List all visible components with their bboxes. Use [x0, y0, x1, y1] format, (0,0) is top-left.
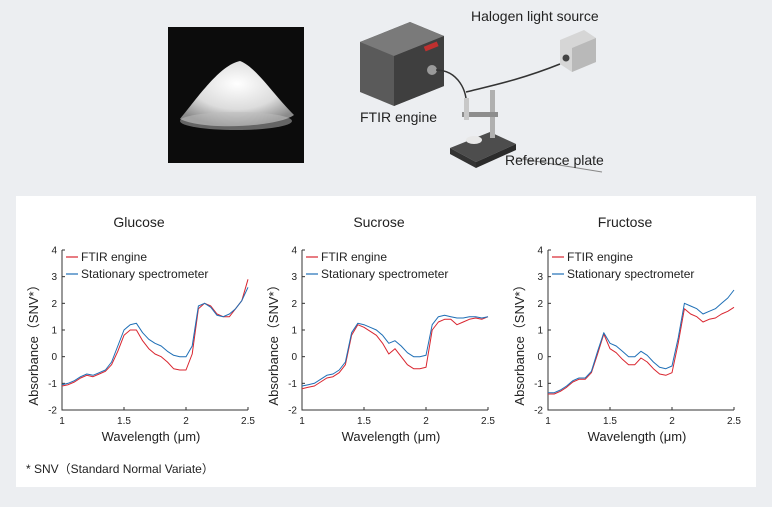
- y-tick-label: 4: [291, 246, 297, 257]
- y-tick-label: 2: [51, 299, 57, 310]
- y-tick-label: 1: [291, 326, 297, 337]
- series-line-ftir-engine: [301, 316, 489, 390]
- y-tick-label: -1: [288, 379, 297, 390]
- x-tick-label: 2.5: [481, 416, 495, 427]
- engine-label: FTIR engine: [360, 109, 438, 125]
- series-line-ftir-engine: [548, 306, 735, 395]
- y-tick-label: 0: [291, 352, 297, 363]
- y-tick-label: 0: [51, 352, 57, 363]
- chart-svg: Sucrose -2 -1 0 1 2 3 4 1 1.5 2 2.5 Wavelength (μm) A…: [266, 214, 495, 444]
- legend-label: FTIR engine: [321, 250, 387, 264]
- series-line-stationary-spectrometer: [548, 289, 735, 394]
- y-axis-label: Absorbance（SNV*）: [26, 278, 41, 405]
- reference-plate: [450, 132, 516, 162]
- sugar-powder-photo: [168, 27, 304, 163]
- spectra-panel: Glucose -2 -1 0 1 2 3 4 1 1.5 2 2.5 Wavelength (μm) A…: [16, 196, 756, 487]
- x-axis-label: Wavelength (μm): [342, 429, 441, 444]
- x-axis-label: Wavelength (μm): [588, 429, 687, 444]
- x-tick-label: 1.5: [357, 416, 371, 427]
- y-tick-label: 1: [537, 326, 543, 337]
- x-tick-label: 1.5: [117, 416, 131, 427]
- y-tick-label: 4: [537, 246, 543, 257]
- y-tick-label: 3: [291, 272, 297, 283]
- y-tick-label: 2: [291, 299, 297, 310]
- chart-glucose: Glucose -2 -1 0 1 2 3 4 1 1.5 2 2.5 Wavelength (μm) A…: [16, 196, 256, 487]
- chart-svg: Fructose -2 -1 0 1 2 3 4 1 1.5 2 2.5 Wavelength (μm)…: [512, 214, 741, 444]
- y-tick-label: -2: [288, 406, 297, 417]
- y-tick-label: 4: [51, 246, 57, 257]
- legend-label: FTIR engine: [567, 250, 633, 264]
- y-tick-label: -2: [48, 406, 57, 417]
- y-tick-label: -2: [534, 406, 543, 417]
- x-axis-label: Wavelength (μm): [102, 429, 201, 444]
- setup-illustration: Halogen light source FTIR engine Referen…: [0, 0, 772, 190]
- y-axis-label: Absorbance（SNV*）: [512, 278, 527, 405]
- y-tick-label: 3: [537, 272, 543, 283]
- y-tick-label: 3: [51, 272, 57, 283]
- x-tick-label: 2.5: [727, 416, 741, 427]
- chart-fructose: Fructose -2 -1 0 1 2 3 4 1 1.5 2 2.5 Wavelength (μm)…: [502, 196, 742, 487]
- y-axis-label: Absorbance（SNV*）: [266, 278, 281, 405]
- light-source-label: Halogen light source: [471, 8, 599, 24]
- measurement-setup: Halogen light source FTIR engine Referen…: [340, 0, 640, 190]
- x-tick-label: 1.5: [603, 416, 617, 427]
- x-tick-label: 2.5: [241, 416, 255, 427]
- series-line-stationary-spectrometer: [61, 287, 249, 386]
- chart-sucrose: Sucrose -2 -1 0 1 2 3 4 1 1.5 2 2.5 Wavelength (μm) A…: [256, 196, 496, 487]
- legend-label: Stationary spectrometer: [567, 267, 694, 281]
- x-tick-label: 1: [545, 416, 551, 427]
- footnote: * SNV（Standard Normal Variate）: [26, 462, 214, 476]
- chart-title: Glucose: [113, 214, 165, 230]
- y-tick-label: -1: [48, 379, 57, 390]
- y-tick-label: 0: [537, 352, 543, 363]
- chart-svg: Glucose -2 -1 0 1 2 3 4 1 1.5 2 2.5 Wavelength (μm) A…: [26, 214, 255, 444]
- series-line-stationary-spectrometer: [301, 314, 489, 387]
- chart-title: Fructose: [598, 214, 653, 230]
- y-tick-label: 1: [51, 326, 57, 337]
- plate-label: Reference plate: [505, 152, 604, 168]
- x-tick-label: 1: [299, 416, 305, 427]
- series-line-ftir-engine: [61, 279, 249, 387]
- x-tick-label: 1: [59, 416, 65, 427]
- y-tick-label: -1: [534, 379, 543, 390]
- x-tick-label: 2: [669, 416, 675, 427]
- x-tick-label: 2: [183, 416, 189, 427]
- chart-title: Sucrose: [353, 214, 405, 230]
- x-tick-label: 2: [423, 416, 429, 427]
- y-tick-label: 2: [537, 299, 543, 310]
- legend-label: Stationary spectrometer: [321, 267, 448, 281]
- legend-label: Stationary spectrometer: [81, 267, 208, 281]
- legend-label: FTIR engine: [81, 250, 147, 264]
